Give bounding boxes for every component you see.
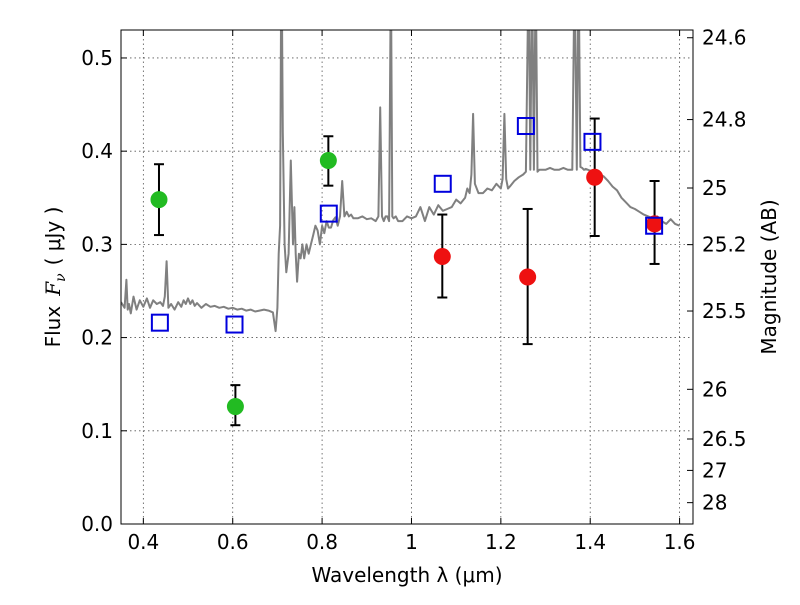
red-photometry-marker	[586, 168, 604, 186]
x-tick-label: 1.4	[574, 530, 606, 554]
model-photometry-marker	[225, 315, 244, 334]
y2-tick-label: 25	[702, 176, 727, 200]
y-axis-label-symbol: F	[41, 281, 65, 297]
model-photometry-marker	[516, 117, 535, 136]
y-tick-label: 0.4	[81, 139, 113, 163]
y-tick-label: 0.1	[81, 419, 113, 443]
model-photometry-marker	[645, 216, 664, 235]
green-photometry-marker	[319, 151, 337, 169]
x-tick-label: 0.8	[306, 530, 338, 554]
y-axis-label-units: ( μJy )	[41, 207, 65, 266]
model-photometry-marker	[150, 313, 169, 332]
y-tick-label: 0.3	[81, 232, 113, 256]
y-tick-label: 0.0	[81, 512, 113, 536]
x-tick-label: 1	[405, 530, 418, 554]
y2-tick-label: 25.5	[702, 299, 747, 323]
y2-tick-label: 24.8	[702, 108, 747, 132]
y2-tick-label: 28	[702, 491, 727, 515]
y2-tick-label: 26.5	[702, 427, 747, 451]
plot-frame	[120, 29, 694, 525]
y2-tick-label: 24.6	[702, 26, 747, 50]
y-tick-label: 0.2	[81, 326, 113, 350]
x-tick-label: 1.6	[664, 530, 696, 554]
y-axis-label-subscript: ν	[53, 273, 69, 282]
y-axis-label: Flux Fν ( μJy )	[41, 207, 69, 348]
green-photometry-marker	[226, 398, 244, 416]
model-photometry-marker	[433, 174, 452, 193]
y2-tick-label: 27	[702, 458, 727, 482]
model-photometry-marker	[583, 132, 602, 151]
red-photometry-marker	[519, 268, 537, 286]
y2-axis-label: Magnitude (AB)	[757, 199, 781, 354]
green-photometry-marker	[150, 191, 168, 209]
y-axis-label-main: Flux	[41, 306, 65, 348]
x-tick-label: 0.4	[127, 530, 159, 554]
x-tick-label: 1.2	[485, 530, 517, 554]
tick-layer: 0.4 0.6 0.8 1 1.2 1.4 1.6 0.0 0.1 0.2 0.3 0.4 0.5 24.…	[81, 26, 746, 554]
marker-layer	[150, 117, 664, 427]
model-photometry-marker	[319, 204, 338, 223]
y-tick-label: 0.5	[81, 46, 113, 70]
x-axis-label: Wavelength λ (μm)	[311, 563, 502, 587]
y2-tick-label: 26	[702, 377, 727, 401]
red-photometry-marker	[433, 247, 451, 265]
spectrum-line	[121, 30, 680, 333]
y2-tick-label: 25.2	[702, 233, 747, 257]
spectrum-layer	[121, 30, 680, 333]
x-tick-label: 0.6	[217, 530, 249, 554]
